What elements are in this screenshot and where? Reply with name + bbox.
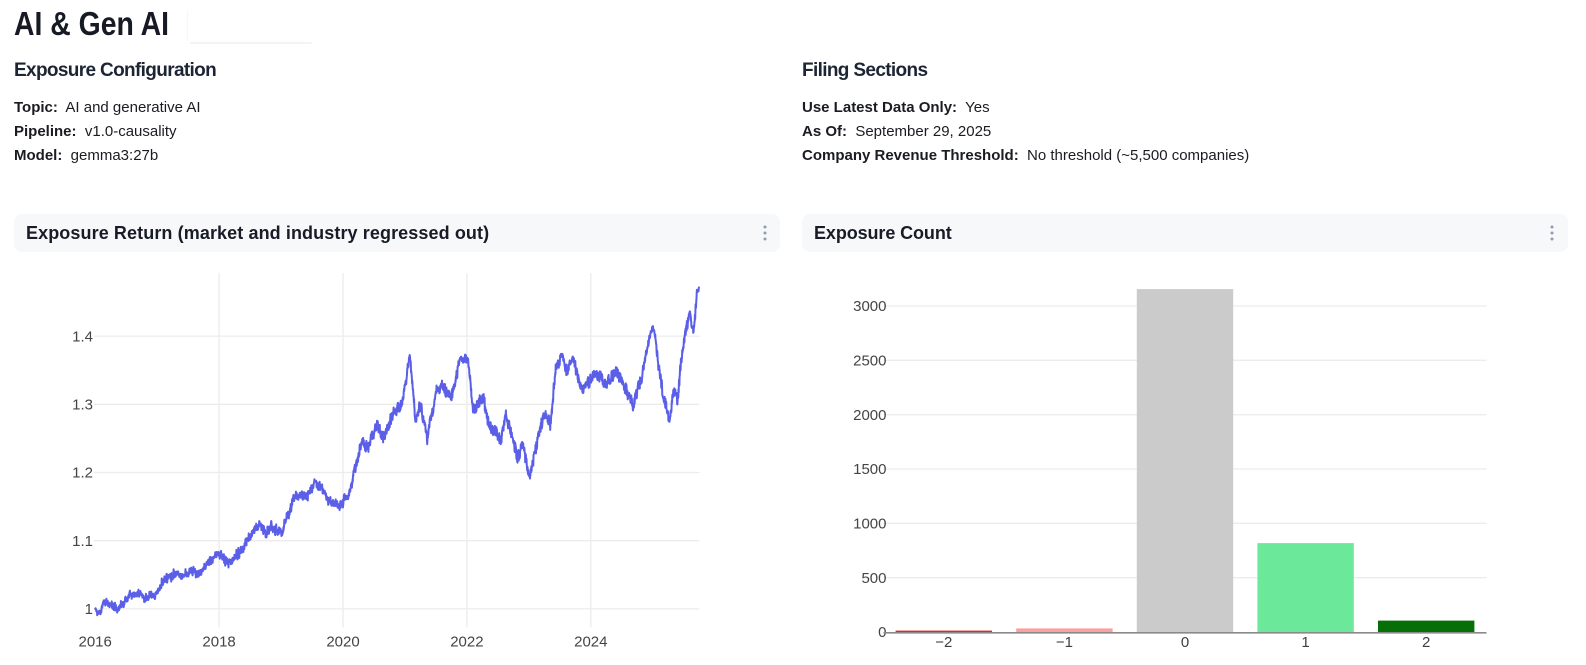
svg-text:500: 500 [861, 570, 886, 587]
svg-text:2024: 2024 [574, 634, 607, 651]
svg-text:2500: 2500 [853, 353, 886, 370]
svg-text:1000: 1000 [853, 516, 886, 533]
svg-text:1.4: 1.4 [72, 328, 93, 345]
svg-text:1.1: 1.1 [72, 533, 93, 550]
svg-text:1: 1 [85, 601, 93, 618]
svg-text:1500: 1500 [853, 461, 886, 478]
svg-text:2: 2 [1422, 634, 1430, 651]
svg-text:−2: −2 [935, 634, 952, 651]
svg-text:−1: −1 [1056, 634, 1073, 651]
svg-text:2018: 2018 [202, 634, 235, 651]
svg-text:2016: 2016 [79, 634, 112, 651]
svg-text:2000: 2000 [853, 407, 886, 424]
svg-text:3000: 3000 [853, 298, 886, 315]
svg-text:1.3: 1.3 [72, 397, 93, 414]
svg-text:0: 0 [878, 624, 886, 641]
svg-text:2022: 2022 [450, 634, 483, 651]
svg-text:1: 1 [1301, 634, 1309, 651]
svg-text:2020: 2020 [326, 634, 359, 651]
svg-text:1.2: 1.2 [72, 465, 93, 482]
svg-text:0: 0 [1181, 634, 1189, 651]
